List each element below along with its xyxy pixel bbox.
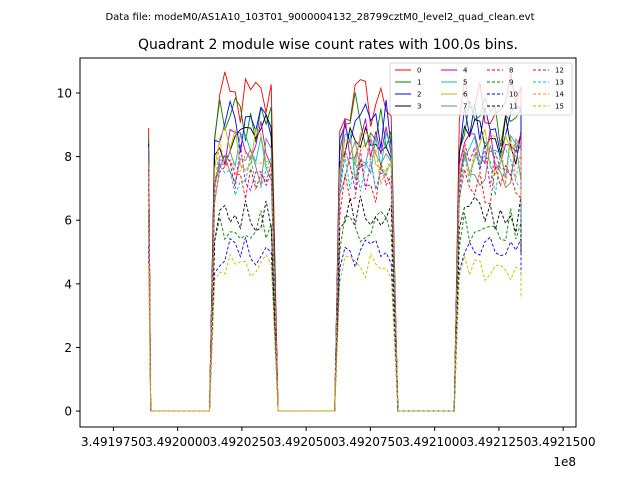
series-line-0 (148, 71, 522, 412)
legend-label-14: 14 (555, 91, 564, 99)
x-tick-label: 3.4919750 (81, 435, 146, 449)
figure-suptitle: Data file: modeM0/AS1A10_103T01_90000041… (105, 12, 534, 23)
legend-label-0: 0 (417, 67, 421, 75)
x-tick-label: 3.4921500 (531, 435, 596, 449)
legend-label-4: 4 (463, 67, 468, 75)
legend-label-5: 5 (463, 79, 467, 87)
series-line-9 (148, 208, 522, 412)
x-axis: 3.4919750 3.4920000 3.4920250 3.4920500 3.49… (81, 427, 596, 449)
legend-label-11: 11 (509, 103, 518, 111)
y-axis: 0 2 4 6 8 10 (57, 86, 80, 419)
series-line-15 (148, 252, 522, 412)
plot-area (80, 58, 576, 427)
x-offset-label: 1e8 (553, 455, 576, 469)
legend-label-1: 1 (417, 79, 421, 87)
x-tick-label: 3.4920500 (274, 435, 339, 449)
legend-label-6: 6 (463, 91, 468, 99)
legend-label-13: 13 (555, 79, 564, 87)
legend-label-10: 10 (509, 91, 518, 99)
series-layer (148, 71, 522, 412)
series-line-11 (148, 195, 522, 412)
y-tick-label: 10 (57, 86, 72, 100)
legend-label-12: 12 (555, 67, 564, 75)
y-tick-label: 8 (64, 150, 72, 164)
legend-label-2: 2 (417, 91, 421, 99)
y-tick-label: 2 (64, 341, 72, 355)
x-tick-label: 3.4921000 (402, 435, 467, 449)
x-tick-label: 3.4920250 (209, 435, 274, 449)
legend-label-8: 8 (509, 67, 513, 75)
x-tick-label: 3.4920000 (145, 435, 210, 449)
legend-label-15: 15 (555, 103, 564, 111)
legend-label-7: 7 (463, 103, 467, 111)
plot-frame (79, 57, 577, 428)
series-line-10 (148, 236, 522, 412)
legend-label-9: 9 (509, 79, 513, 87)
x-tick-label: 3.4920750 (338, 435, 403, 449)
series-line-13 (148, 148, 522, 412)
series-line-12 (148, 142, 522, 412)
series-line-8 (148, 158, 522, 412)
series-line-4 (148, 118, 522, 412)
series-line-6 (148, 125, 522, 412)
series-line-14 (148, 134, 522, 412)
y-tick-label: 6 (64, 214, 72, 228)
legend-label-3: 3 (417, 103, 421, 111)
y-tick-label: 4 (64, 277, 72, 291)
y-tick-label: 0 (64, 405, 72, 419)
series-line-2 (148, 99, 522, 412)
chart-title: Quadrant 2 module wise count rates with … (138, 37, 518, 53)
legend-box (389, 62, 573, 116)
x-tick-label: 3.4921250 (466, 435, 531, 449)
